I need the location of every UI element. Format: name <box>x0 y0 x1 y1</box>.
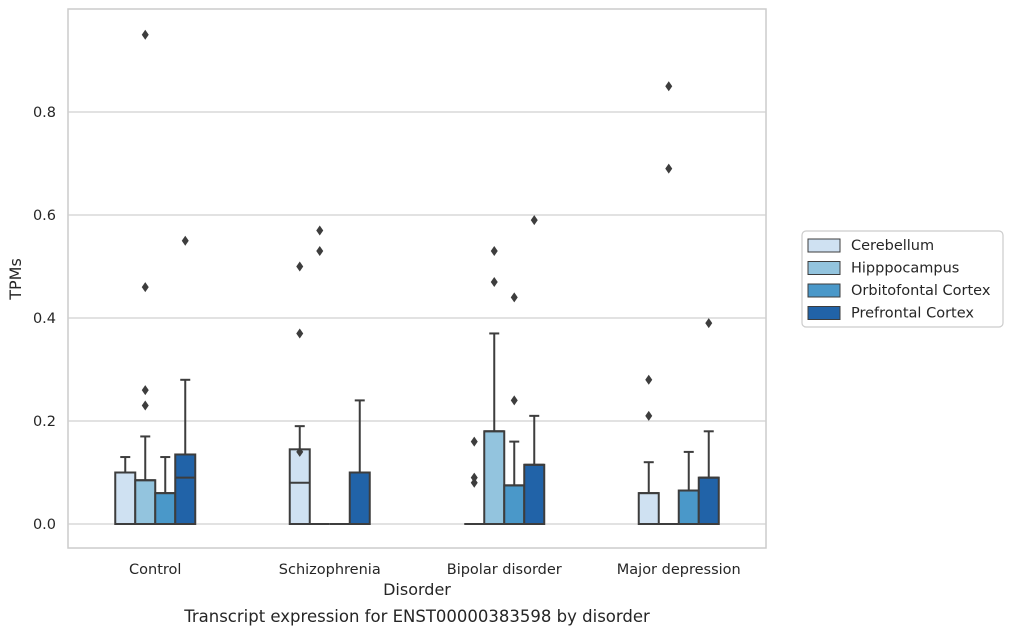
box-rect <box>637 492 660 526</box>
box-rect <box>677 489 700 525</box>
y-tick-label: 0.2 <box>33 414 56 430</box>
y-tick-label: 0.4 <box>33 311 56 327</box>
y-tick-label: 0.8 <box>33 105 56 121</box>
outlier-point <box>470 472 478 483</box>
outlier-point <box>470 477 478 488</box>
y-tick-label: 0.6 <box>33 208 56 224</box>
box-rect <box>154 492 177 526</box>
x-tick-label: Major depression <box>617 562 741 578</box>
box-cerebellum <box>637 374 660 526</box>
outlier-point <box>665 81 673 92</box>
outlier-point <box>490 276 498 287</box>
outlier-point <box>470 436 478 447</box>
legend-item: Hipppocampus <box>807 261 959 277</box>
outlier-point <box>530 215 538 226</box>
outlier-point <box>141 29 149 40</box>
legend-item: Prefrontal Cortex <box>807 306 974 322</box>
outlier-point <box>510 292 518 303</box>
outlier-point <box>665 163 673 174</box>
box-prefrontal-cortex <box>348 399 371 525</box>
box-rect <box>174 453 197 526</box>
box-groups <box>114 29 720 526</box>
box-rect <box>114 471 137 525</box>
outlier-point <box>296 261 304 272</box>
legend: Cerebellum Hipppocampus Orbitofontal Corte… <box>801 230 1004 328</box>
outlier-point <box>141 282 149 293</box>
legend-label: Hipppocampus <box>851 261 959 277</box>
x-axis-label: Disorder <box>383 580 451 599</box>
box-rect <box>697 476 720 525</box>
category-group <box>464 215 546 525</box>
outlier-point <box>510 395 518 406</box>
legend-label: Prefrontal Cortex <box>851 306 974 322</box>
x-tick-label: Schizophrenia <box>279 562 381 578</box>
box-rect <box>348 471 371 525</box>
legend-swatch <box>807 306 841 320</box>
y-tick-label: 0.0 <box>33 517 56 533</box>
outlier-point <box>316 246 324 257</box>
box-hipppocampus <box>134 29 157 526</box>
plot-area <box>67 8 767 549</box>
box-rect <box>503 484 526 525</box>
outlier-point <box>296 446 304 457</box>
category-group <box>114 29 197 526</box>
box-orbitofontal-cortex <box>677 450 700 525</box>
outlier-point <box>645 410 653 421</box>
legend-label: Orbitofontal Cortex <box>851 283 991 299</box>
outlier-point <box>141 385 149 396</box>
box-prefrontal-cortex <box>174 235 197 526</box>
category-group <box>637 81 720 526</box>
box-rect <box>134 479 157 526</box>
outlier-point <box>181 235 189 246</box>
legend-swatch <box>807 261 841 275</box>
outlier-point <box>296 328 304 339</box>
outlier-point <box>141 400 149 411</box>
legend-label: Cerebellum <box>851 238 934 254</box>
legend-swatch <box>807 238 841 253</box>
y-axis-label: TPMs <box>6 258 25 301</box>
outlier-point <box>645 374 653 385</box>
box-orbitofontal-cortex <box>154 456 177 526</box>
chart-caption: Transcript expression for ENST0000038359… <box>183 607 650 626</box>
box-rect <box>483 430 506 525</box>
x-tick-label: Bipolar disorder <box>447 562 562 578</box>
box-rect <box>288 448 311 526</box>
plot-frame <box>67 8 767 549</box>
x-tick-label: Control <box>129 562 181 578</box>
outlier-point <box>705 318 713 329</box>
x-axis-ticks: Control Schizophrenia Bipolar disorder Majo… <box>129 562 741 578</box>
category-group <box>288 225 371 526</box>
legend-item: Orbitofontal Cortex <box>807 283 991 299</box>
box-cerebellum <box>464 436 485 525</box>
box-cerebellum <box>288 261 311 526</box>
legend-swatch <box>807 283 841 298</box>
box-rect <box>523 463 546 525</box>
legend-box <box>801 230 1004 328</box>
box-prefrontal-cortex <box>697 318 720 525</box>
y-axis-ticks: 0.0 0.2 0.4 0.6 0.8 <box>33 105 56 533</box>
box-cerebellum <box>114 456 137 525</box>
legend-item: Cerebellum <box>807 238 934 254</box>
outlier-point <box>490 246 498 257</box>
box-prefrontal-cortex <box>523 215 546 525</box>
box-hipppocampus <box>309 225 330 525</box>
outlier-point <box>316 225 324 236</box>
box-hipppocampus <box>483 246 506 525</box>
box-hipppocampus <box>658 81 679 525</box>
